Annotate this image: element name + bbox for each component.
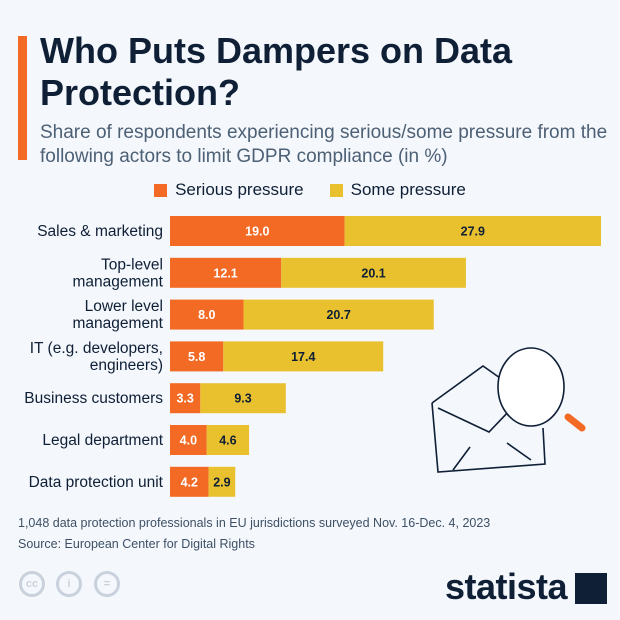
legend: Serious pressure Some pressure — [0, 180, 620, 200]
data-label: 27.9 — [461, 225, 485, 239]
accent-bar — [18, 36, 27, 160]
data-label: 5.8 — [188, 350, 205, 364]
data-label: 3.3 — [176, 392, 193, 406]
data-label: 19.0 — [245, 225, 269, 239]
data-label: 20.7 — [326, 308, 350, 322]
data-label: 20.1 — [361, 266, 385, 280]
chart-title: Who Puts Dampers on Data Protection? — [40, 30, 513, 113]
legend-item-some: Some pressure — [329, 180, 466, 200]
bar-segment-some — [281, 257, 466, 288]
bar-segment-some — [243, 299, 434, 330]
category-label: Data protection unit — [29, 474, 164, 491]
statista-logo-mark — [575, 573, 607, 604]
data-label: 2.9 — [213, 475, 230, 489]
category-label: Lower level — [85, 298, 163, 315]
category-label: Top-level — [101, 256, 163, 273]
no-derivatives-icon[interactable]: = — [94, 571, 120, 597]
bar-segment-serious — [170, 383, 201, 414]
statista-logo[interactable]: statista — [445, 566, 568, 607]
data-label: 9.3 — [234, 392, 251, 406]
attribution-icon[interactable]: i — [56, 571, 82, 597]
data-label: 4.0 — [180, 434, 197, 448]
bar-segment-serious — [170, 341, 224, 372]
category-label: management — [73, 273, 164, 290]
category-label: Business customers — [24, 390, 163, 407]
survey-note: 1,048 data protection professionals in E… — [18, 516, 491, 530]
legend-label-serious: Serious pressure — [175, 180, 304, 199]
data-label: 12.1 — [213, 266, 237, 280]
category-label: Sales & marketing — [37, 223, 163, 240]
bar-segment-serious — [170, 425, 207, 455]
data-label: 4.2 — [181, 475, 198, 489]
data-label: 4.6 — [219, 434, 236, 448]
legend-swatch-some — [329, 183, 343, 197]
bar-segment-some — [206, 425, 250, 455]
legend-label-some: Some pressure — [350, 180, 466, 199]
data-label: 8.0 — [198, 308, 215, 322]
bar-segment-some — [200, 383, 286, 414]
data-label: 17.4 — [291, 350, 315, 364]
source-note: Source: European Center for Digital Righ… — [18, 537, 255, 551]
bar-segment-serious — [170, 216, 345, 246]
bar-segment-serious — [170, 299, 244, 330]
bar-segment-serious — [170, 466, 209, 497]
category-label: management — [73, 315, 164, 332]
bar-segment-serious — [170, 257, 282, 288]
category-label: IT (e.g. developers, — [30, 340, 163, 357]
bar-segment-some — [208, 466, 236, 497]
envelope-magnifier-illustration — [431, 347, 586, 473]
cc-icon[interactable]: cc — [19, 571, 45, 597]
legend-swatch-serious — [154, 183, 168, 197]
chart-subtitle: Share of respondents experiencing seriou… — [40, 122, 608, 167]
category-label: Legal department — [42, 432, 163, 449]
bar-segment-some — [223, 341, 384, 372]
legend-item-serious: Serious pressure — [154, 180, 304, 200]
category-label: engineers) — [90, 357, 163, 374]
bar-segment-some — [344, 216, 602, 246]
